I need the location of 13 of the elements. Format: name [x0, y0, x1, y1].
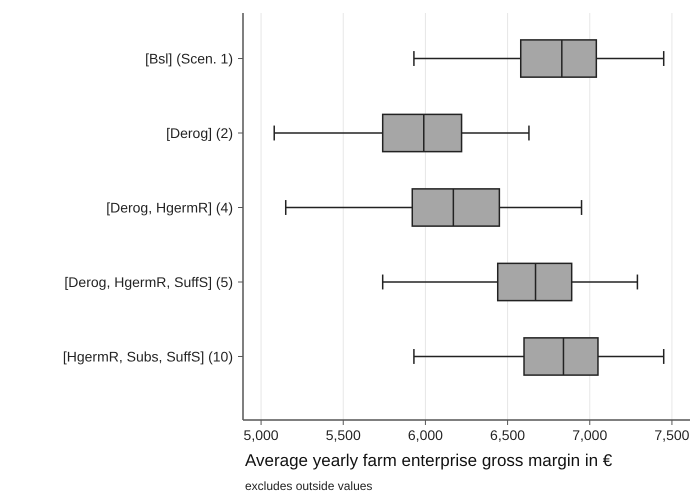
x-axis-title: Average yearly farm enterprise gross margin in € — [245, 451, 613, 470]
x-tick-label: 6,500 — [490, 427, 526, 443]
text: excludes outside values — [245, 479, 372, 493]
y-tick-label: [HgermR, Subs, SuffS] (10) — [62, 348, 233, 364]
y-tick-label: [Derog] (2) — [166, 124, 233, 141]
y-tick-label: [Derog, HgermR, SuffS] (5) — [64, 274, 233, 290]
y-tick-label: [Derog, HgermR] (4) — [106, 199, 233, 216]
x-tick-label: 5,000 — [244, 427, 279, 443]
x-tick-label: 7,000 — [572, 427, 608, 443]
y-tick-label: [Bsl] (Scen. 1) — [145, 50, 233, 66]
x-tick-label: 6,000 — [408, 427, 444, 443]
x-tick-label: 7,500 — [654, 427, 690, 443]
x-tick-label: 5,500 — [326, 427, 361, 443]
